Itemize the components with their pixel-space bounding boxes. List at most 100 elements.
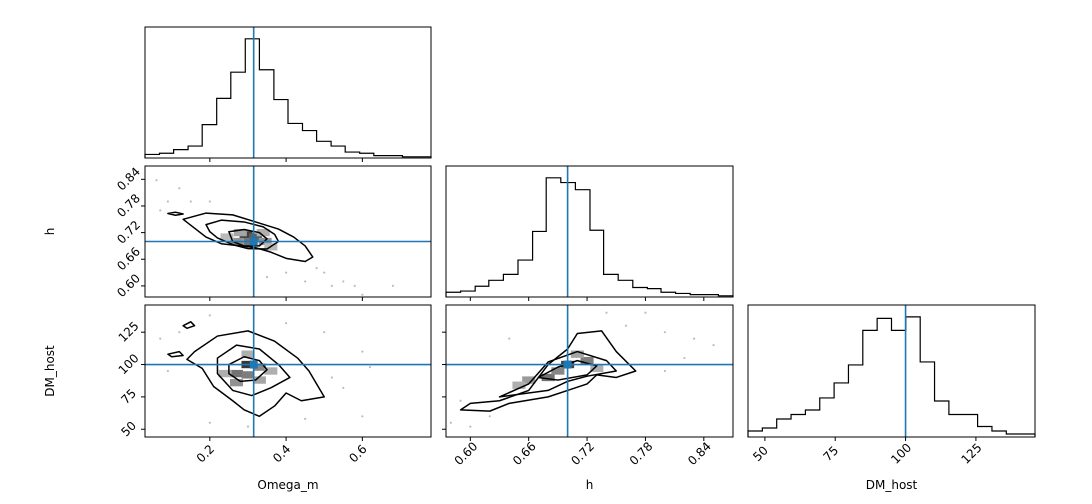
- density-cell: [230, 378, 244, 387]
- sample-point: [166, 200, 169, 203]
- sample-point: [368, 366, 372, 369]
- y-axis-label: h: [43, 228, 57, 236]
- panel-frame-DM_host: [747, 304, 1036, 438]
- density-cell: [252, 376, 266, 384]
- histogram-Omega_m: [144, 38, 432, 158]
- sample-point: [663, 331, 666, 334]
- sample-point: [155, 179, 158, 182]
- panel-frame-Omega_m: [144, 26, 432, 159]
- sample-point: [189, 200, 192, 203]
- x-tick-label: 0.6: [346, 442, 369, 465]
- sample-point: [330, 376, 333, 379]
- contour: [182, 321, 196, 330]
- panel-frame: [445, 304, 734, 438]
- density-cell: [241, 371, 255, 379]
- truth-marker: [249, 237, 258, 246]
- contour: [167, 211, 184, 217]
- sample-point: [323, 331, 326, 334]
- sample-point: [159, 209, 162, 212]
- histogram-DM_host: [747, 316, 1036, 437]
- density-cell: [522, 376, 536, 384]
- y-tick-label: 0.84: [114, 165, 143, 194]
- density-cell: [230, 369, 244, 378]
- y-axis-label: DM_host: [43, 345, 57, 397]
- density-cell: [218, 369, 232, 378]
- truth-marker: [563, 360, 572, 369]
- sample-point: [284, 271, 288, 274]
- x-tick-label: 0.2: [194, 442, 217, 465]
- y-tick-label: 0.78: [114, 191, 143, 220]
- sample-point: [692, 337, 696, 340]
- sample-point: [644, 311, 647, 314]
- x-axis-label: h: [586, 478, 594, 492]
- sample-point: [304, 280, 307, 283]
- sample-point: [508, 337, 511, 340]
- density-cell: [241, 350, 255, 358]
- sample-point: [469, 425, 472, 428]
- panel-frame: [144, 165, 432, 298]
- density-cell: [252, 363, 266, 371]
- x-tick-label: 0.4: [270, 442, 293, 465]
- density-cell: [220, 233, 234, 241]
- sample-point: [265, 275, 269, 279]
- panel-frame-h: [445, 165, 734, 298]
- sample-point: [712, 344, 715, 347]
- density-cell: [233, 228, 247, 237]
- sample-point: [166, 369, 169, 373]
- density-cell: [264, 367, 278, 375]
- y-tick-label: 75: [118, 386, 139, 407]
- sample-point: [315, 267, 318, 270]
- sample-point: [159, 337, 162, 340]
- y-tick-label: 50: [118, 419, 139, 440]
- density-cell: [512, 381, 526, 389]
- y-tick-label: 125: [116, 319, 142, 345]
- x-tick-label: 100: [888, 441, 914, 467]
- sample-point: [663, 369, 666, 373]
- x-tick-label: 0.84: [685, 439, 714, 468]
- contour: [228, 356, 268, 383]
- density-cell: [570, 350, 584, 358]
- sample-point: [178, 187, 181, 190]
- sample-point: [353, 284, 356, 287]
- contour: [205, 219, 280, 250]
- hist-panel-Omega_m: [144, 26, 432, 162]
- sample-point: [178, 331, 181, 334]
- sample-point: [361, 415, 364, 418]
- contour: [167, 350, 184, 358]
- x-tick-label: 0.66: [510, 439, 539, 468]
- sample-point: [208, 200, 211, 203]
- x-tick-label: 0.60: [452, 439, 481, 468]
- hist-panel-DM_host: [747, 304, 1036, 441]
- y-tick-label: 100: [116, 351, 142, 377]
- sample-point: [208, 421, 211, 424]
- sample-point: [246, 425, 250, 428]
- sample-point: [624, 324, 628, 327]
- contour: [459, 330, 637, 412]
- sample-point: [284, 322, 288, 325]
- density-cell: [541, 373, 555, 382]
- pair-panel-Omega_m-h: 0.600.660.720.780.84: [114, 165, 432, 301]
- x-axis-label: Omega_m: [257, 478, 318, 492]
- histogram-h: [445, 177, 734, 297]
- density-cell: [590, 364, 604, 373]
- sample-point: [459, 399, 462, 402]
- sample-point: [361, 293, 364, 296]
- x-tick-label: 0.72: [568, 439, 597, 468]
- sample-point: [488, 415, 491, 418]
- pair-panel-h-DM_host: [442, 304, 734, 441]
- y-tick-label: 0.72: [114, 218, 143, 247]
- y-tick-label: 0.66: [114, 245, 143, 274]
- density-cell: [551, 367, 565, 375]
- sample-point: [605, 311, 608, 314]
- sample-point: [323, 271, 326, 274]
- sample-point: [208, 314, 211, 317]
- sample-point: [330, 284, 333, 287]
- truth-marker: [249, 360, 258, 369]
- y-tick-label: 0.60: [114, 271, 143, 300]
- sample-point: [391, 284, 394, 287]
- sample-point: [342, 280, 345, 283]
- contour: [537, 359, 598, 381]
- sample-point: [304, 417, 307, 420]
- contour: [186, 330, 325, 418]
